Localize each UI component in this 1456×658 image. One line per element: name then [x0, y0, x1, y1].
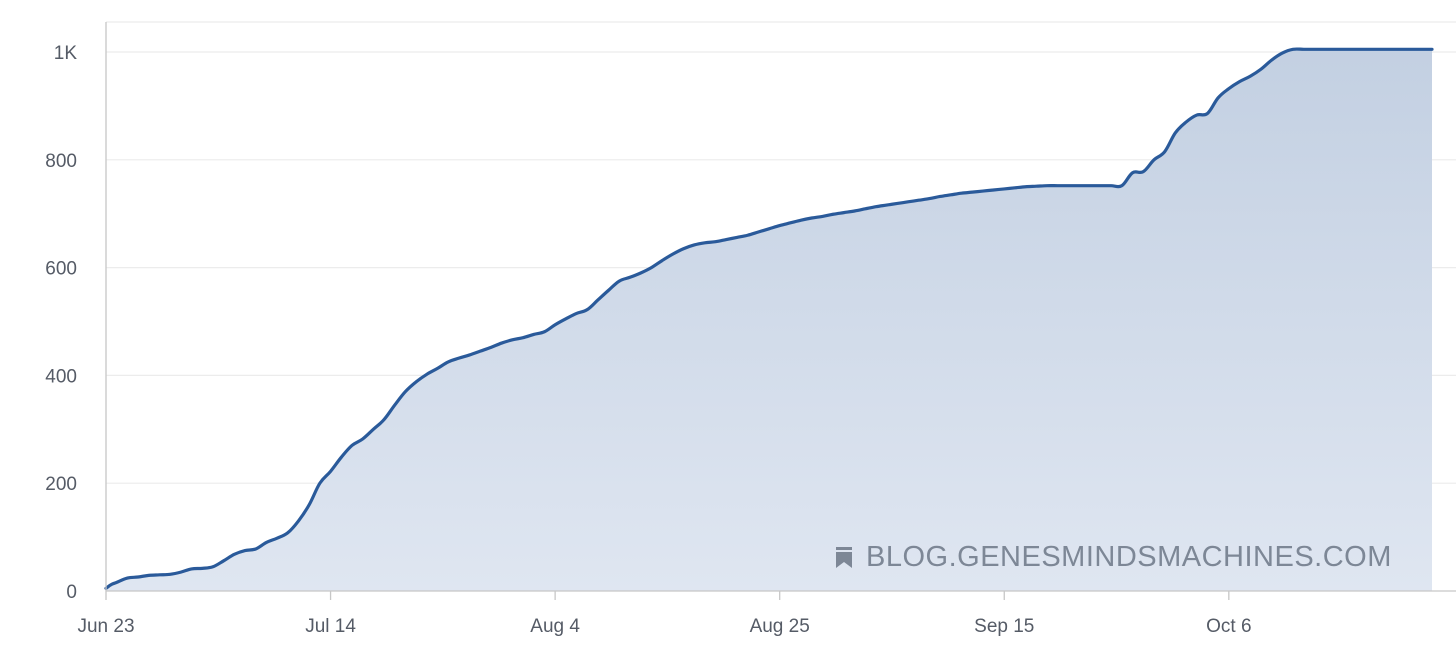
y-ticks: 0 200 400 600 800 1K	[45, 43, 77, 603]
y-tick-label: 600	[45, 259, 77, 280]
y-tick-label: 1K	[54, 43, 78, 64]
y-tick-label: 800	[45, 151, 77, 172]
x-tick-label: Jul 14	[305, 616, 356, 637]
series-line	[104, 47, 1434, 590]
watermark-text: BLOG.GENESMINDSMACHINES.COM	[866, 541, 1392, 573]
y-tick-label: 200	[45, 474, 77, 495]
y-tick-label: 400	[45, 366, 77, 387]
x-tick-label: Oct 6	[1206, 616, 1251, 637]
bookmark-icon	[836, 547, 852, 568]
x-tick-label: Aug 4	[530, 616, 580, 637]
x-tick-label: Sep 15	[974, 616, 1034, 637]
area-fill	[106, 49, 1432, 592]
watermark: BLOG.GENESMINDSMACHINES.COM	[836, 541, 1392, 573]
x-ticks: Jun 23 Jul 14 Aug 4 Aug 25 Sep 15 Oct 6	[77, 591, 1252, 637]
x-tick-label: Jun 23	[77, 616, 134, 637]
x-tick-label: Aug 25	[750, 616, 810, 637]
y-tick-label: 0	[66, 582, 77, 603]
